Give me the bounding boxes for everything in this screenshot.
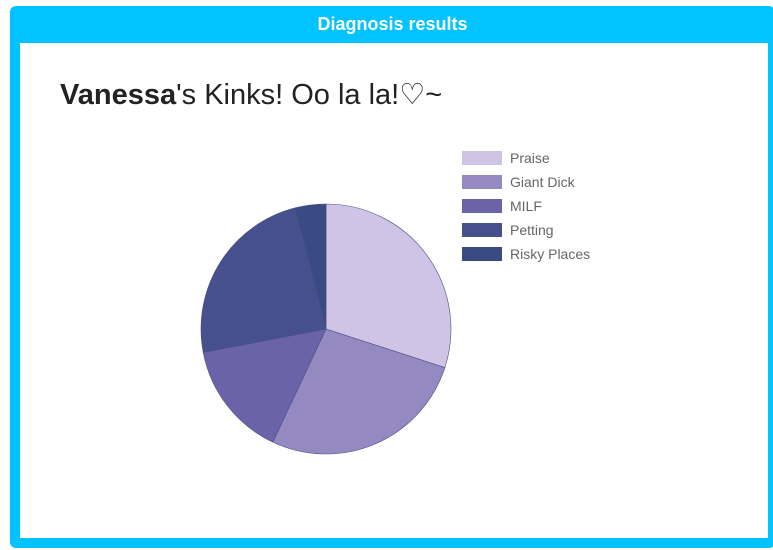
pie-slice-milf	[202, 328, 327, 443]
result-name: Vanessa	[60, 79, 177, 111]
legend-label-risky-places: Risky Places	[510, 246, 590, 262]
pie-slice-petting	[200, 207, 327, 353]
results-content: Vanessa's Kinks! Oo la la!♡~ Praise Giant…	[20, 43, 768, 538]
legend-swatch-risky-places	[462, 247, 502, 261]
result-title-rest: 's Kinks! Oo la la!♡~	[176, 79, 443, 111]
pie-slice-giant-dick	[272, 328, 446, 455]
legend-swatch-praise	[462, 151, 502, 165]
chart-legend: Praise Giant Dick MILF Petting Risky Places	[462, 150, 590, 262]
pie-slice-praise	[325, 203, 452, 369]
legend-swatch-giant-dick	[462, 175, 502, 189]
diagnosis-results-panel: Diagnosis results Vanessa's Kinks! Oo la…	[10, 6, 773, 548]
legend-swatch-milf	[462, 199, 502, 213]
panel-title: Diagnosis results	[317, 13, 468, 34]
pie-slice-risky-places	[294, 203, 327, 330]
pie-slices	[200, 203, 452, 455]
result-title: Vanessa's Kinks! Oo la la!♡~	[60, 77, 442, 112]
panel-header: Diagnosis results	[10, 6, 773, 42]
legend-swatch-petting	[462, 223, 502, 237]
legend-label-petting: Petting	[510, 222, 554, 238]
pie-chart: Praise Giant Dick MILF Petting Risky Places	[200, 150, 590, 455]
legend-label-giant-dick: Giant Dick	[510, 174, 576, 190]
legend-label-milf: MILF	[510, 198, 542, 214]
legend-label-praise: Praise	[510, 150, 550, 166]
